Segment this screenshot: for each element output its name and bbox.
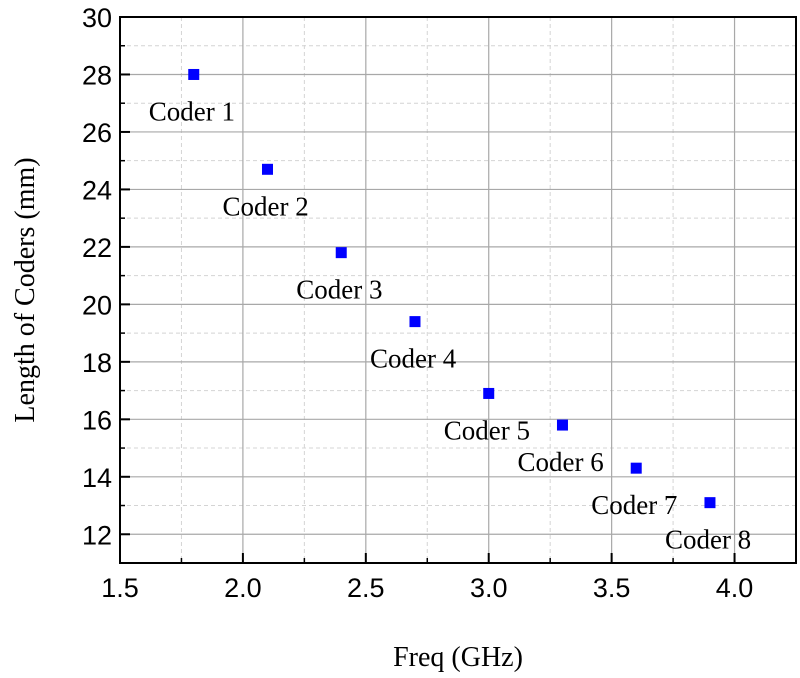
y-tick-label: 28	[82, 60, 112, 90]
data-point-label: Coder 4	[370, 344, 457, 374]
data-point-label: Coder 6	[517, 447, 603, 477]
data-point-label: Coder 8	[665, 525, 751, 555]
data-point-label: Coder 5	[444, 415, 530, 445]
x-tick-labels: 1.5 2.0 2.5 3.0 3.5 4.0	[101, 573, 753, 603]
y-tick-label: 22	[82, 233, 112, 263]
y-tick-label: 14	[82, 463, 112, 493]
y-tick-label: 12	[82, 520, 112, 550]
data-point-label: Coder 1	[149, 96, 235, 126]
x-axis-title: Freq (GHz)	[393, 642, 523, 673]
plot-frame	[119, 16, 797, 564]
data-point-marker	[483, 387, 495, 399]
data-point-label: Coder 7	[591, 490, 677, 520]
data-point-marker	[556, 419, 568, 431]
axis-ticks	[119, 16, 736, 564]
x-tick-label: 2.0	[224, 573, 262, 603]
y-tick-label: 20	[82, 290, 112, 320]
x-tick-label: 3.5	[593, 573, 631, 603]
data-point-marker	[630, 462, 642, 474]
data-point-marker	[261, 163, 273, 175]
y-tick-label: 24	[82, 175, 112, 205]
x-tick-label: 3.0	[470, 573, 508, 603]
y-tick-label: 16	[82, 405, 112, 435]
data-point-marker	[704, 497, 716, 509]
data-markers	[188, 68, 716, 509]
x-tick-label: 4.0	[716, 573, 754, 603]
data-point-marker	[188, 68, 200, 80]
data-point-marker	[409, 316, 421, 328]
data-point-marker	[335, 247, 347, 259]
data-point-label: Coder 2	[222, 191, 308, 221]
y-tick-labels: 12 14 16 18 20 22 24 26 28 30	[82, 3, 112, 550]
y-tick-label: 30	[82, 3, 112, 33]
x-tick-label: 2.5	[347, 573, 385, 603]
y-tick-label: 26	[82, 118, 112, 148]
y-tick-label: 18	[82, 348, 112, 378]
x-tick-label: 1.5	[101, 573, 139, 603]
data-point-label: Coder 3	[296, 275, 382, 305]
y-axis-title: Length of Coders (mm)	[10, 157, 41, 422]
